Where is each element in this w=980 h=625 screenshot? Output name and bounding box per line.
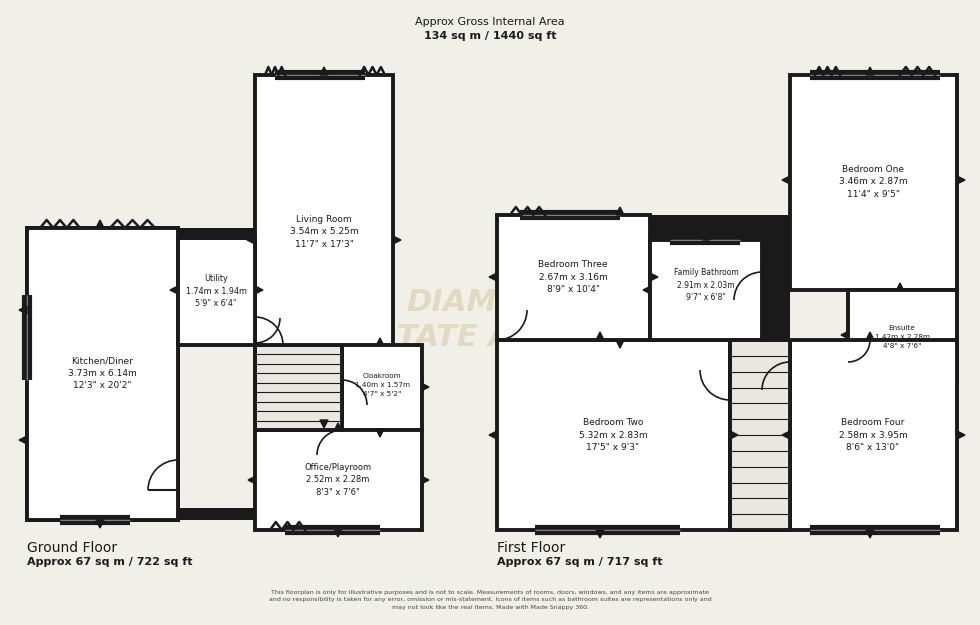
- Text: Bedroom Three
2.67m x 3.16m
8'9" x 10'4": Bedroom Three 2.67m x 3.16m 8'9" x 10'4": [538, 260, 608, 294]
- Polygon shape: [782, 431, 790, 439]
- Polygon shape: [422, 476, 429, 484]
- Polygon shape: [334, 530, 341, 537]
- Bar: [650, 240, 762, 340]
- Polygon shape: [422, 384, 429, 391]
- Polygon shape: [650, 273, 658, 281]
- Polygon shape: [96, 520, 104, 528]
- Text: Utility
1.74m x 1.94m
5'9" x 6'4": Utility 1.74m x 1.94m 5'9" x 6'4": [185, 274, 247, 308]
- Bar: [650, 215, 790, 240]
- Polygon shape: [247, 236, 255, 244]
- Polygon shape: [762, 286, 769, 294]
- Polygon shape: [489, 273, 497, 281]
- Text: 134 sq m / 1440 sq ft: 134 sq m / 1440 sq ft: [423, 31, 557, 41]
- Polygon shape: [19, 306, 27, 314]
- Polygon shape: [393, 236, 401, 244]
- Polygon shape: [320, 67, 328, 75]
- Text: Approx 67 sq m / 722 sq ft: Approx 67 sq m / 722 sq ft: [27, 557, 192, 567]
- Polygon shape: [866, 530, 874, 538]
- Bar: [762, 215, 790, 340]
- Polygon shape: [27, 228, 178, 520]
- Bar: [178, 238, 255, 345]
- Polygon shape: [596, 530, 604, 538]
- Bar: [762, 238, 790, 265]
- Bar: [178, 228, 255, 240]
- Text: First Floor: First Floor: [497, 541, 565, 555]
- Polygon shape: [782, 176, 790, 184]
- Bar: [790, 75, 957, 290]
- Bar: [27, 228, 178, 520]
- Polygon shape: [616, 340, 624, 348]
- Text: DIAMOND
ESTATE AGENTS: DIAMOND ESTATE AGENTS: [354, 288, 626, 352]
- Text: Ground Floor: Ground Floor: [27, 541, 118, 555]
- Polygon shape: [643, 286, 650, 294]
- Bar: [497, 340, 730, 530]
- Polygon shape: [866, 332, 874, 340]
- Polygon shape: [841, 331, 848, 339]
- Polygon shape: [376, 430, 383, 437]
- Bar: [342, 345, 422, 430]
- Bar: [255, 75, 393, 420]
- Polygon shape: [96, 220, 104, 228]
- Polygon shape: [957, 431, 965, 439]
- Polygon shape: [334, 423, 341, 430]
- Polygon shape: [730, 431, 738, 439]
- Bar: [178, 508, 255, 520]
- Polygon shape: [897, 283, 904, 290]
- Text: Bedroom One
3.46m x 2.87m
11'4" x 9'5": Bedroom One 3.46m x 2.87m 11'4" x 9'5": [839, 165, 907, 199]
- Bar: [255, 345, 342, 430]
- Polygon shape: [616, 207, 624, 215]
- Text: Cloakroom
1.40m x 1.57m
4'7" x 5'2": Cloakroom 1.40m x 1.57m 4'7" x 5'2": [355, 374, 410, 396]
- Text: Family Bathroom
2.91m x 2.03m
9'7" x 6'8": Family Bathroom 2.91m x 2.03m 9'7" x 6'8…: [673, 268, 738, 302]
- Text: This floorplan is only for illustrative purposes and is not to scale. Measuremen: This floorplan is only for illustrative …: [269, 590, 711, 610]
- Polygon shape: [866, 67, 874, 75]
- Polygon shape: [957, 176, 965, 184]
- Polygon shape: [376, 338, 383, 345]
- Bar: [790, 340, 957, 530]
- Text: Kitchen/Diner
3.73m x 6.14m
12'3" x 20'2": Kitchen/Diner 3.73m x 6.14m 12'3" x 20'2…: [68, 356, 136, 390]
- Bar: [848, 290, 957, 385]
- Polygon shape: [255, 286, 263, 294]
- Text: Office/Playroom
2.52m x 2.28m
8'3" x 7'6": Office/Playroom 2.52m x 2.28m 8'3" x 7'6…: [305, 463, 371, 497]
- Polygon shape: [170, 286, 178, 294]
- Bar: [255, 430, 422, 530]
- Polygon shape: [489, 431, 497, 439]
- Bar: [497, 215, 650, 340]
- Text: Ensuite
1.42m x 2.28m
4'8" x 7'6": Ensuite 1.42m x 2.28m 4'8" x 7'6": [874, 326, 929, 349]
- Polygon shape: [19, 436, 27, 444]
- Bar: [730, 340, 790, 530]
- Text: Living Room
3.54m x 5.25m
11'7" x 17'3": Living Room 3.54m x 5.25m 11'7" x 17'3": [290, 215, 359, 249]
- Polygon shape: [703, 233, 710, 240]
- Text: Bedroom Four
2.58m x 3.95m
8'6" x 13'0": Bedroom Four 2.58m x 3.95m 8'6" x 13'0": [839, 418, 907, 452]
- Text: Approx 67 sq m / 717 sq ft: Approx 67 sq m / 717 sq ft: [497, 557, 662, 567]
- Polygon shape: [248, 476, 255, 484]
- Polygon shape: [596, 332, 604, 340]
- Text: Bedroom Two
5.32m x 2.83m
17'5" x 9'3": Bedroom Two 5.32m x 2.83m 17'5" x 9'3": [578, 418, 648, 452]
- Text: Approx Gross Internal Area: Approx Gross Internal Area: [416, 17, 564, 27]
- Polygon shape: [320, 420, 328, 428]
